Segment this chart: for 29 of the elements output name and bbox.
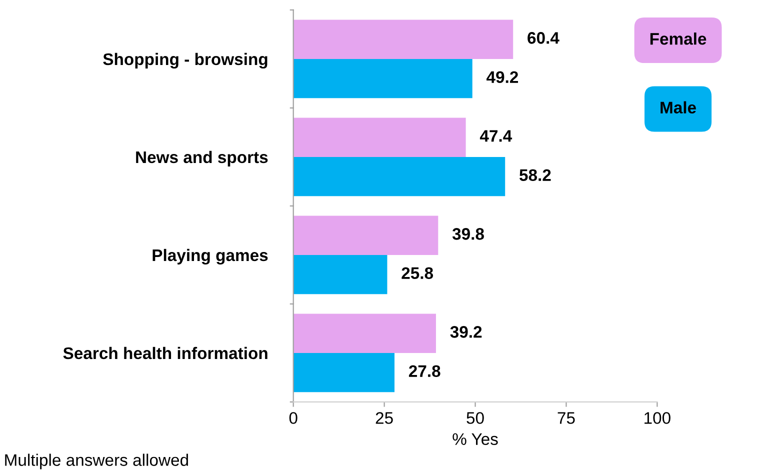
text: Male: [660, 101, 696, 114]
x-tick-label: 75: [558, 412, 575, 424]
data-label: 49.2: [486, 71, 518, 84]
data-label: 58.2: [520, 169, 551, 182]
y-tick-label: Search health information: [63, 346, 268, 360]
data-label: 25.8: [402, 267, 434, 280]
data-label: 39.2: [450, 326, 482, 338]
x-tick-label: 50: [466, 412, 484, 424]
y-tick-label: Playing games: [152, 248, 268, 265]
x-tick-label: 25: [376, 412, 393, 424]
x-axis-title: % Yes: [452, 433, 498, 446]
text: Female: [650, 32, 706, 45]
y-tick-label: News and sports: [136, 150, 268, 166]
bar: [293, 216, 438, 255]
bar: [293, 118, 466, 157]
x-tick-label: 100: [644, 412, 670, 424]
data-label: 47.4: [480, 130, 512, 142]
data-label: 60.4: [528, 32, 560, 44]
bar: [293, 352, 394, 392]
bar: [293, 58, 472, 98]
data-label: 39.8: [452, 228, 484, 240]
y-tick-label: Shopping - browsing: [103, 52, 268, 69]
data-label: 27.8: [408, 365, 440, 378]
bar: [293, 156, 506, 196]
bar: [293, 314, 436, 353]
bar: [293, 20, 514, 59]
text: Multiple answers allowed: [5, 454, 188, 470]
x-tick-label: 0: [289, 412, 298, 424]
bar: [293, 254, 388, 294]
